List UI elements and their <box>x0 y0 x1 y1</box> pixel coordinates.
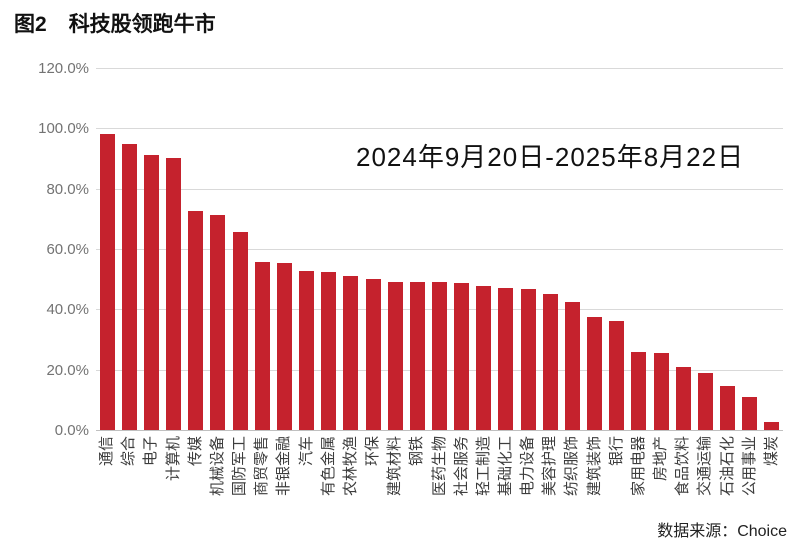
x-axis-label: 传媒 <box>186 436 204 467</box>
bar <box>299 271 315 430</box>
y-axis-tick-label: 120.0% <box>38 60 89 77</box>
bar <box>520 289 536 430</box>
x-axis-label: 医药生物 <box>430 436 448 497</box>
y-axis-tick-label: 60.0% <box>46 241 89 258</box>
x-axis-label: 建筑装饰 <box>585 436 603 497</box>
bar <box>498 287 514 430</box>
y-axis-tick-label: 80.0% <box>46 180 89 198</box>
bar <box>764 421 780 430</box>
y-axis-tick-label: 40.0% <box>46 301 89 319</box>
data-source: 数据来源：Choice <box>657 523 787 540</box>
bar <box>587 316 603 430</box>
x-axis-label: 石油石化 <box>718 436 736 497</box>
y-axis-tick-label: 20.0% <box>46 361 89 379</box>
x-axis-label: 房地产 <box>652 436 670 482</box>
date-range-annotation: 2024年9月20日-2025年8月22日 <box>356 142 745 172</box>
bar <box>343 275 359 430</box>
gridline <box>96 128 783 130</box>
bar <box>675 366 691 430</box>
x-axis-label: 非银金融 <box>275 436 293 497</box>
bar <box>188 210 204 430</box>
bar <box>720 386 736 430</box>
gridline <box>96 249 783 250</box>
x-axis-label: 食品饮料 <box>674 436 692 497</box>
bar <box>454 283 470 430</box>
x-axis-label: 银行 <box>607 436 625 467</box>
bar <box>276 262 292 430</box>
x-axis-label: 电力设备 <box>519 436 537 497</box>
bar <box>542 294 558 430</box>
x-axis-label: 基础化工 <box>496 436 514 497</box>
x-axis-label: 建筑材料 <box>386 436 404 497</box>
x-axis-label: 家用电器 <box>629 436 647 497</box>
gridline <box>96 68 783 69</box>
bar <box>387 281 403 430</box>
bar <box>254 261 270 430</box>
bar <box>210 215 226 430</box>
x-axis-label: 综合 <box>120 436 138 467</box>
bar <box>631 352 647 430</box>
x-axis-label: 汽车 <box>297 436 315 467</box>
x-axis-label: 公用事业 <box>740 436 758 497</box>
bar <box>143 154 159 430</box>
gridline <box>96 188 783 190</box>
x-axis-label: 轻工制造 <box>474 436 492 497</box>
x-axis-label: 商贸零售 <box>253 436 271 497</box>
bar <box>121 143 137 430</box>
bar <box>742 396 758 430</box>
bar <box>409 281 425 430</box>
x-axis-label: 钢铁 <box>408 436 426 467</box>
bar <box>232 232 248 430</box>
x-axis-label: 美容护理 <box>541 436 559 497</box>
x-axis-label: 社会服务 <box>452 436 470 497</box>
x-axis-label: 纺织服饰 <box>563 436 581 497</box>
bar <box>476 285 492 430</box>
x-axis-label: 农林牧渔 <box>341 436 359 497</box>
x-axis-label: 有色金属 <box>319 436 337 497</box>
bar <box>99 134 115 430</box>
x-axis-label: 计算机 <box>164 436 182 482</box>
x-axis-line <box>96 430 783 431</box>
x-axis-label: 机械设备 <box>208 436 226 497</box>
x-axis-label: 环保 <box>364 436 382 467</box>
x-axis-label: 通信 <box>98 436 116 467</box>
y-axis-tick-label: 100.0% <box>38 120 89 138</box>
bar <box>166 157 182 430</box>
bar <box>365 278 381 430</box>
bar <box>653 353 669 430</box>
chart-title-text: 科技股领跑牛市 <box>68 13 216 36</box>
y-axis-tick-label: 0.0% <box>54 422 89 439</box>
x-axis-label: 国防军工 <box>231 436 249 497</box>
bar <box>697 372 713 430</box>
bar <box>321 272 337 430</box>
bar <box>564 301 580 430</box>
chart-title: 图2 科技股领跑牛市 <box>14 8 216 38</box>
x-axis-label: 电子 <box>142 436 160 467</box>
bar <box>432 282 447 430</box>
x-axis-label: 煤炭 <box>762 436 780 467</box>
figure-number: 图2 <box>14 13 47 36</box>
bar <box>609 321 625 430</box>
x-axis-label: 交通运输 <box>696 436 714 497</box>
